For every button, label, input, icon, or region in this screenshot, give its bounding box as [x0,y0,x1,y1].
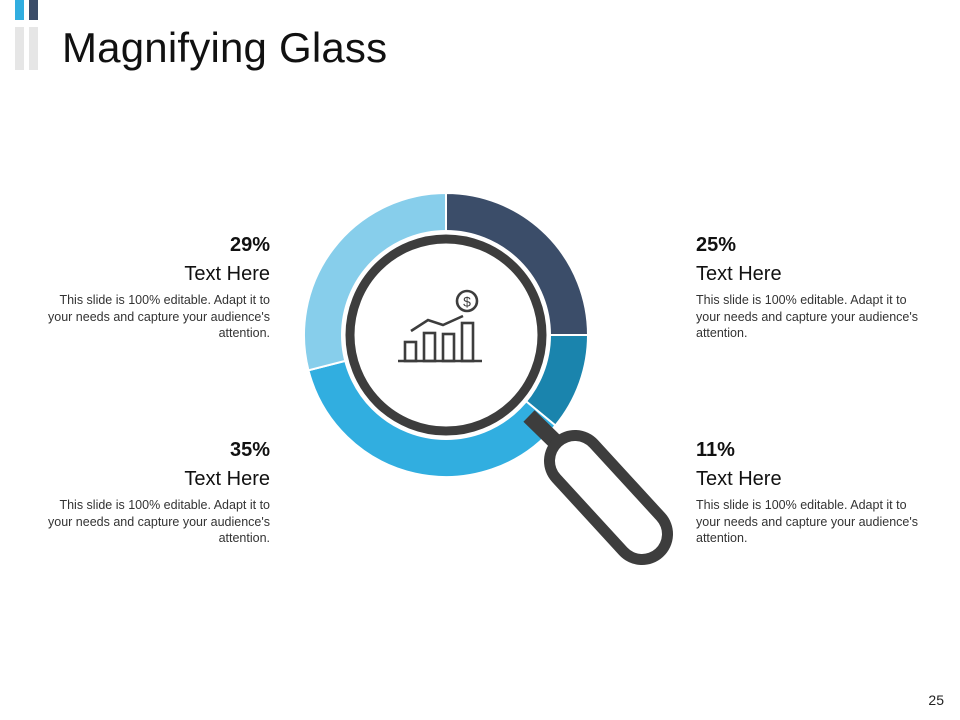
icon-bar-2 [422,331,437,363]
icon-bar-4 [460,321,475,363]
callout-body: This slide is 100% editable. Adapt it to… [696,498,918,545]
page-number: 25 [928,692,944,708]
page-title: Magnifying Glass [62,24,388,71]
growth-chart-dollar-icon: $ [398,289,482,363]
callout-heading: Text Here [184,263,270,285]
callout-heading: Text Here [696,468,782,490]
callout-percent: 29% [229,234,270,256]
title-accent-bar-2 [29,27,38,70]
callout-bottom-left: 35% Text Here This slide is 100% editabl… [40,438,270,547]
callout-top-right: 25% Text Here This slide is 100% editabl… [696,233,926,342]
callout-body: This slide is 100% editable. Adapt it to… [48,293,270,340]
magnifying-glass-icon [341,230,673,565]
corner-bar-navy [29,0,38,20]
callout-percent: 35% [229,439,270,461]
callout-bottom-right: 11% Text Here This slide is 100% editabl… [696,438,926,547]
callout-heading: Text Here [184,468,270,490]
callout-top-left: 29% Text Here This slide is 100% editabl… [40,233,270,342]
callout-body: This slide is 100% editable. Adapt it to… [696,293,918,340]
title-accent-bar-1 [15,27,24,70]
callout-percent: 11% [696,439,735,461]
icon-bar-3 [441,332,456,363]
callout-heading: Text Here [696,263,782,285]
icon-dollar-coin [455,289,479,313]
icon-dollar-sign: $ [463,294,471,310]
glass-handle-inner [555,441,662,554]
corner-bar-blue [15,0,24,20]
icon-trend-line [410,314,464,333]
icon-bar-1 [403,340,418,363]
callout-body: This slide is 100% editable. Adapt it to… [48,498,270,545]
callout-percent: 25% [696,234,737,256]
